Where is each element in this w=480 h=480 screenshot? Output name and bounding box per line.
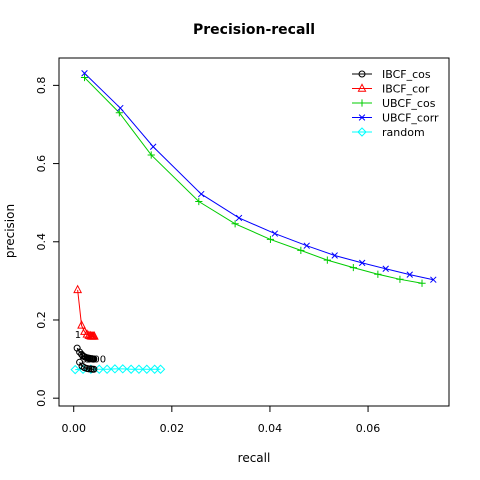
data-point-ibcf-cos	[76, 348, 84, 356]
data-point-ubcf-corr	[149, 143, 157, 150]
x-tick-label: 0.04	[258, 422, 283, 435]
data-point-ubcf-corr	[430, 276, 437, 283]
y-tick-label: 0.8	[35, 77, 48, 95]
legend-item-random: random	[352, 126, 425, 139]
y-axis: 0.0 0.2 0.4 0.6 0.8	[35, 77, 60, 407]
data-point-ibcf-cor	[82, 329, 92, 338]
data-point-ubcf-corr	[382, 265, 389, 272]
legend-label-random: random	[382, 126, 425, 139]
data-point-ubcf-corr	[81, 70, 88, 77]
series-extra-5	[76, 358, 98, 373]
series-ubcf-corr	[81, 70, 437, 283]
y-tick-label: 0.2	[35, 311, 48, 329]
legend-item-ibcf-cos: IBCF_cos	[352, 68, 431, 81]
data-point-ubcf-cos	[80, 73, 89, 82]
data-point-ubcf-cos	[349, 263, 357, 272]
series-line-ubcf-corr	[84, 72, 434, 281]
chart-title: Precision-recall	[193, 22, 315, 38]
data-point-ubcf-cos	[396, 275, 404, 283]
legend-label-ibcf-cor: IBCF_cor	[382, 83, 430, 96]
data-point-ubcf-cos	[297, 246, 305, 254]
x-tick-label: 0.06	[356, 422, 381, 435]
legend-marker-random	[357, 127, 367, 137]
data-point-ubcf-corr	[198, 190, 205, 198]
point-annotation: 1	[79, 351, 85, 362]
data-point-ubcf-corr	[235, 214, 243, 222]
data-point-ubcf-cos	[323, 256, 331, 264]
series-ubcf-cos	[80, 73, 426, 287]
x-axis-title: recall	[238, 451, 271, 465]
data-point-ubcf-cos	[374, 270, 382, 278]
x-tick-label: 0.02	[160, 422, 185, 435]
data-point-ubcf-corr	[331, 252, 338, 259]
point-annotation: 5	[81, 354, 87, 365]
data-point-random	[118, 364, 128, 374]
legend-label-ubcf-corr: UBCF_corr	[382, 112, 439, 125]
data-point-ubcf-corr	[358, 259, 366, 267]
y-axis-title: precision	[3, 204, 17, 258]
data-point-random	[70, 364, 80, 375]
data-point-random	[134, 364, 144, 374]
legend-marker-ibcf-cos	[358, 70, 366, 78]
data-point-ibcf-cor	[73, 284, 83, 294]
data-point-ibcf-cos	[90, 355, 98, 363]
data-point-random	[102, 364, 112, 374]
data-point-random	[155, 364, 166, 374]
point-annotation: 00	[93, 354, 106, 365]
data-point-ibcf-cor	[77, 320, 86, 329]
legend-item-ibcf-cor: IBCF_cor	[352, 83, 430, 96]
legend-label-ibcf-cos: IBCF_cos	[382, 68, 431, 81]
point-annotation: 10	[85, 354, 98, 365]
legend-label-ubcf-cos: UBCF_cos	[382, 97, 436, 110]
data-point-ubcf-corr	[117, 104, 124, 112]
data-point-extra-5	[90, 365, 98, 373]
data-point-ubcf-cos	[195, 197, 203, 206]
data-point-ubcf-cos	[418, 279, 426, 287]
data-point-random	[110, 364, 120, 374]
data-point-ubcf-corr	[271, 230, 279, 237]
data-point-ubcf-cos	[147, 151, 155, 159]
data-point-ubcf-corr	[303, 242, 310, 249]
y-tick-label: 0.4	[35, 233, 48, 251]
series-ibcf-cos	[73, 344, 98, 363]
legend-marker-ubcf-corr	[358, 114, 366, 121]
y-tick-label: 0.6	[35, 155, 48, 173]
data-point-random	[142, 364, 152, 374]
legend-item-ubcf-corr: UBCF_corr	[352, 112, 439, 125]
x-tick-label: 0.00	[61, 422, 86, 435]
data-point-ibcf-cor	[89, 331, 99, 340]
legend-marker-ubcf-cos	[358, 99, 366, 107]
data-point-random	[126, 364, 136, 374]
point-annotation: 1	[75, 330, 81, 341]
legend-marker-ibcf-cor	[357, 83, 367, 92]
data-point-ubcf-cos	[115, 109, 123, 117]
data-point-extra-5	[85, 365, 93, 373]
series-line-ubcf-cos	[84, 77, 423, 284]
data-point-ubcf-cos	[266, 235, 275, 244]
plot-area	[70, 70, 437, 375]
data-point-ubcf-corr	[406, 271, 413, 278]
y-tick-label: 0.0	[35, 389, 48, 407]
x-axis: 0.00 0.02 0.04 0.06	[61, 405, 381, 435]
legend-item-ubcf-cos: UBCF_cos	[352, 97, 436, 110]
data-point-ubcf-cos	[231, 220, 239, 228]
series-ibcf-cor	[73, 284, 99, 340]
